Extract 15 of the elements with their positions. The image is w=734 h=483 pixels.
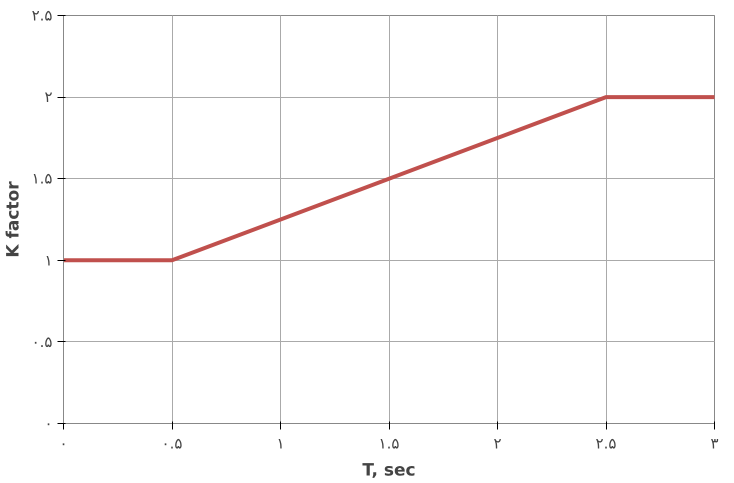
x-tick-label: ۰ (59, 434, 68, 452)
x-tick-label: ۳ (710, 434, 719, 452)
y-axis-title: K factor (4, 180, 24, 258)
x-tick-label: ۱ (276, 434, 285, 452)
x-tick-label: ۲ (493, 434, 502, 452)
y-tick-label: ۱.۵ (32, 170, 53, 188)
x-tick-label: ۲.۵ (596, 434, 616, 452)
x-tick-label: ۱.۵ (378, 434, 400, 452)
y-tick-label: ۰.۵ (32, 332, 53, 351)
y-tick-label: ۱ (44, 251, 53, 270)
x-tick-label: ۰.۵ (162, 434, 182, 452)
y-tick-label: ۰ (44, 414, 53, 432)
y-tick-label: ۲ (44, 88, 53, 106)
x-axis-title: T, sec (362, 460, 416, 480)
y-tick-label: ۲.۵ (32, 6, 53, 24)
